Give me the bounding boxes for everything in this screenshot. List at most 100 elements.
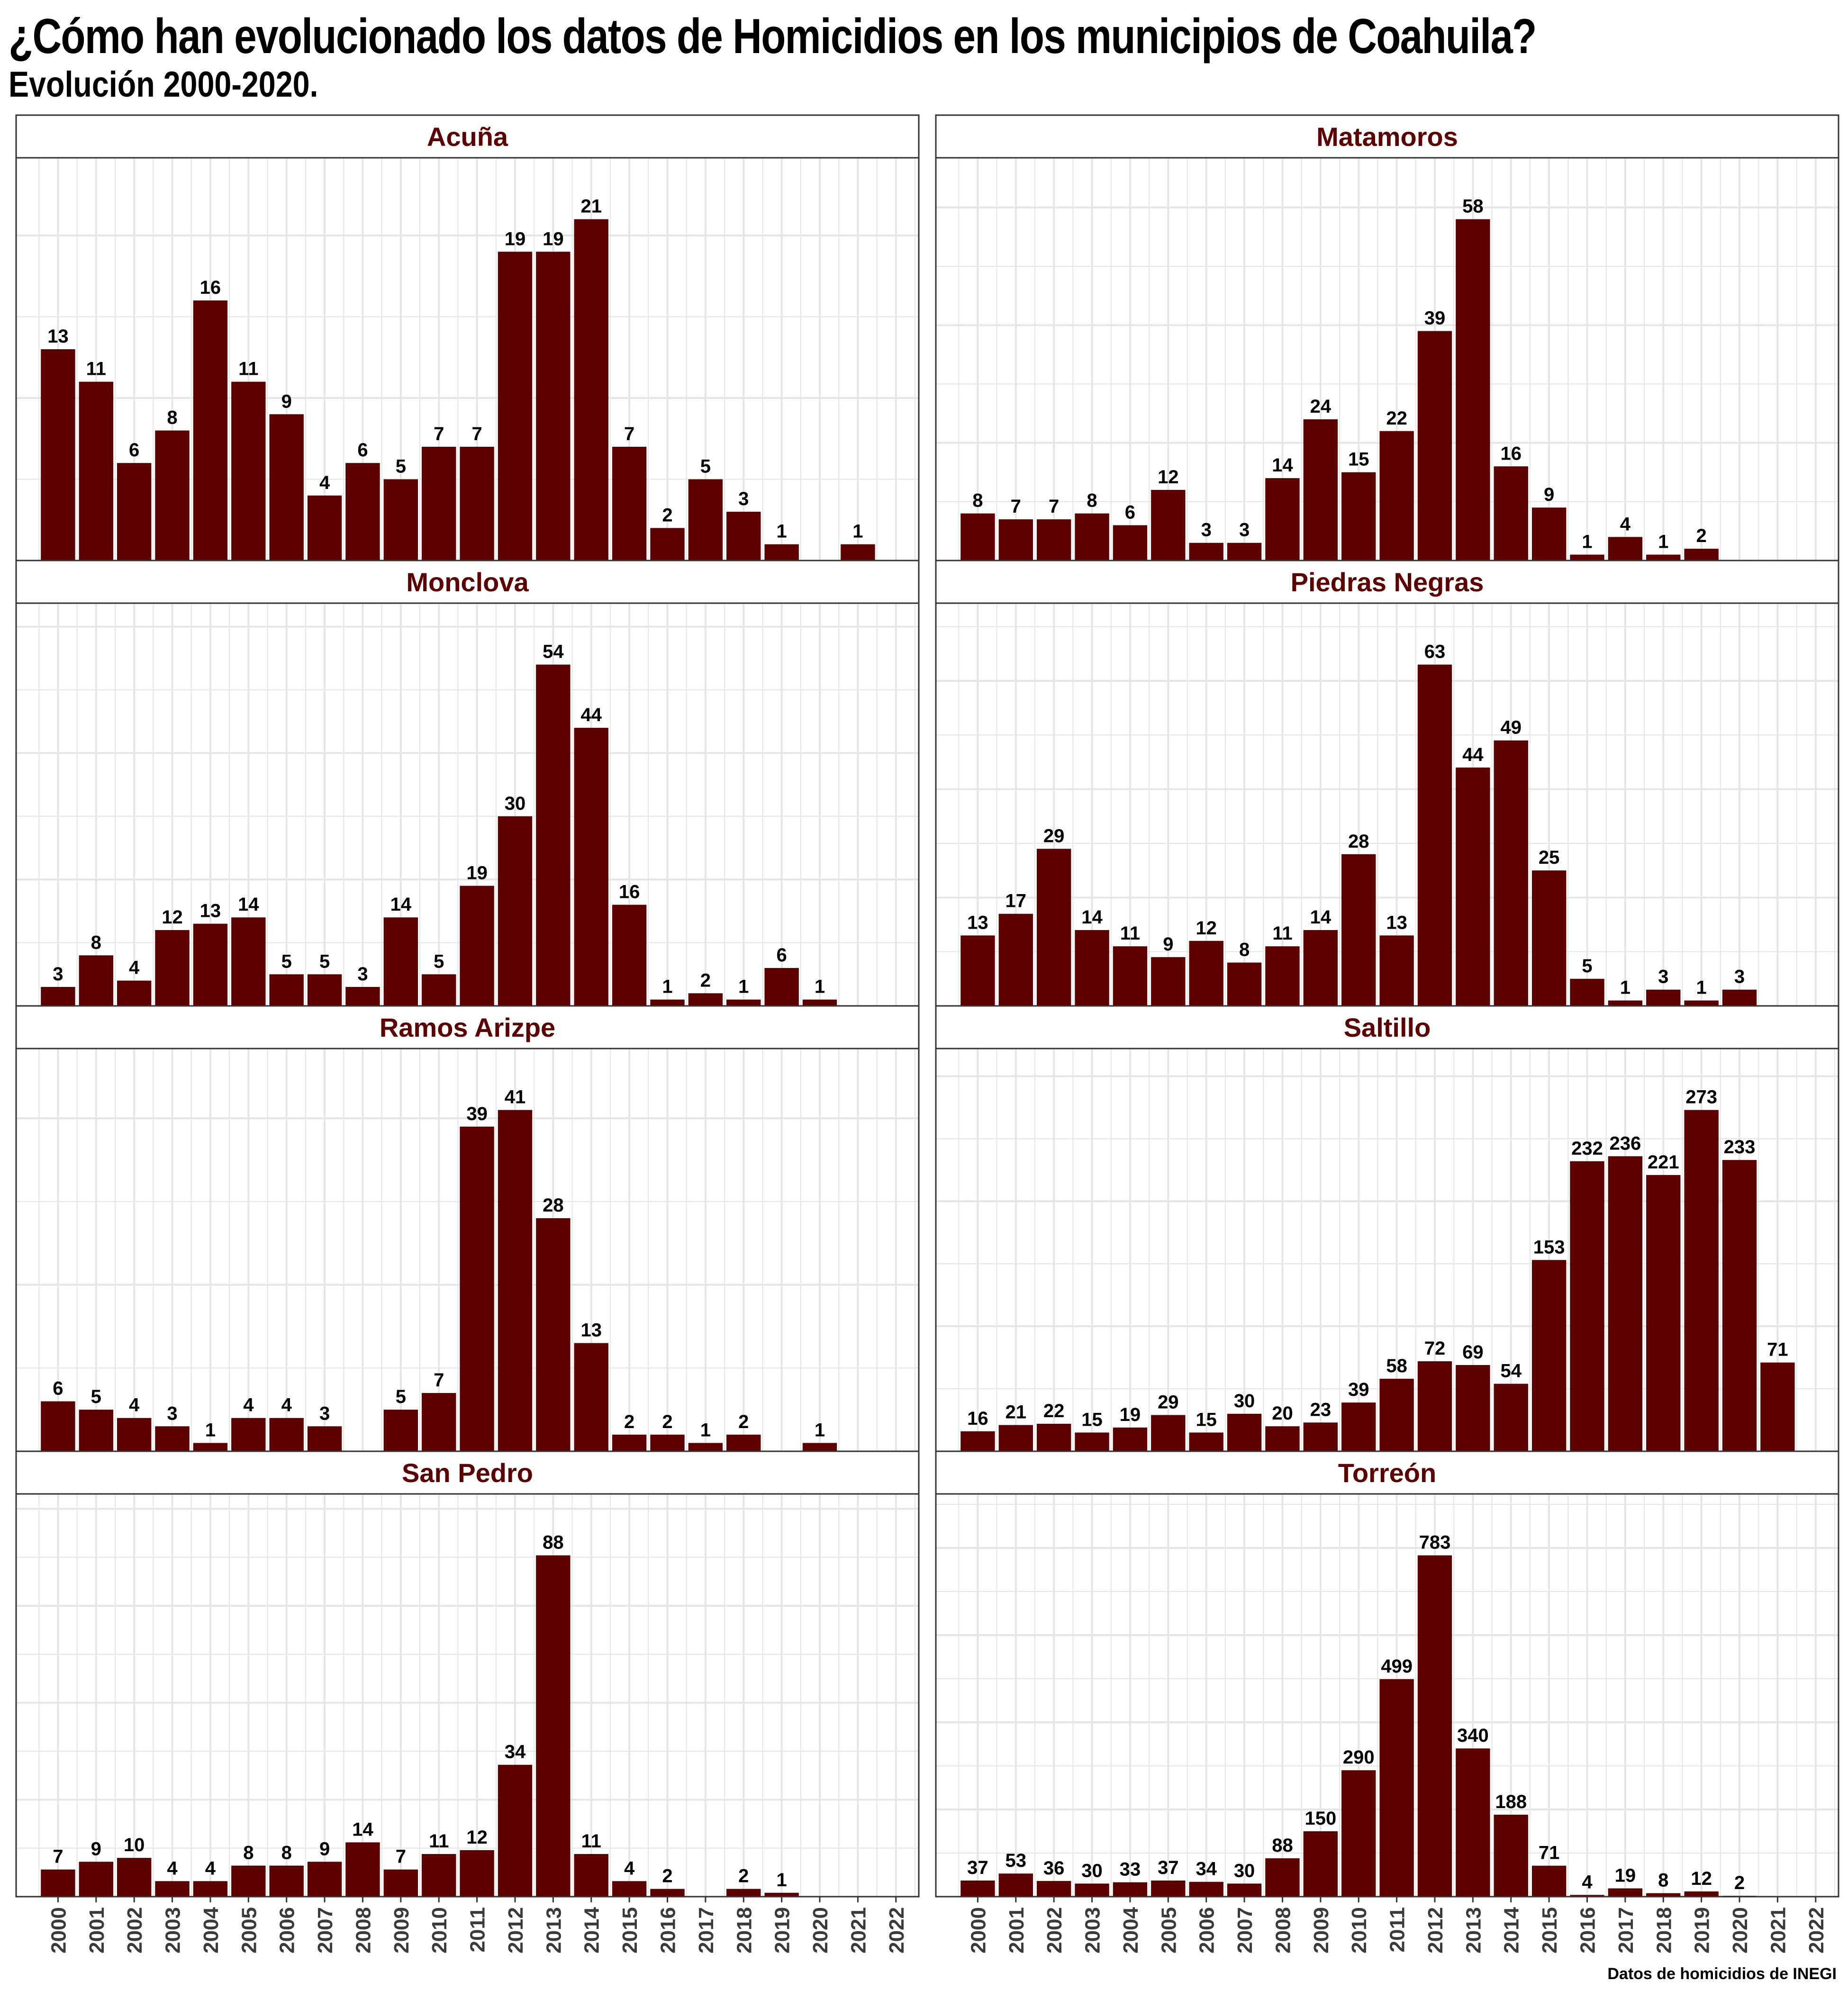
bar[interactable]: [688, 1443, 723, 1451]
bar[interactable]: [498, 816, 533, 1006]
bar[interactable]: [1646, 989, 1681, 1006]
bar[interactable]: [1303, 930, 1338, 1006]
bar[interactable]: [612, 1881, 647, 1897]
bar[interactable]: [117, 1858, 152, 1897]
bar[interactable]: [345, 1842, 380, 1897]
bar[interactable]: [998, 914, 1033, 1006]
bar[interactable]: [79, 1862, 113, 1897]
bar[interactable]: [726, 1434, 761, 1451]
bar[interactable]: [422, 974, 456, 1006]
bar[interactable]: [345, 986, 380, 1006]
bar[interactable]: [1379, 1378, 1414, 1451]
bar[interactable]: [1341, 472, 1376, 561]
bar[interactable]: [1265, 946, 1300, 1006]
bar[interactable]: [460, 886, 494, 1006]
bar[interactable]: [1760, 1362, 1795, 1451]
bar[interactable]: [1456, 1365, 1490, 1451]
bar[interactable]: [41, 986, 75, 1006]
bar[interactable]: [231, 917, 266, 1006]
bar[interactable]: [79, 381, 113, 561]
bar[interactable]: [460, 446, 494, 561]
bar[interactable]: [1113, 525, 1148, 561]
bar[interactable]: [1189, 543, 1223, 561]
bar[interactable]: [726, 512, 761, 561]
bar[interactable]: [117, 1418, 152, 1451]
bar[interactable]: [764, 1892, 799, 1897]
bar[interactable]: [1379, 431, 1414, 561]
bar[interactable]: [726, 1889, 761, 1897]
bar[interactable]: [1570, 1161, 1604, 1451]
bar[interactable]: [422, 1393, 456, 1451]
bar[interactable]: [960, 935, 995, 1006]
bar[interactable]: [1608, 1000, 1643, 1006]
bar[interactable]: [1341, 1770, 1376, 1897]
bar[interactable]: [1722, 989, 1757, 1006]
bar[interactable]: [1341, 1402, 1376, 1451]
bar[interactable]: [650, 999, 685, 1006]
bar[interactable]: [422, 446, 456, 561]
bar[interactable]: [117, 980, 152, 1006]
bar[interactable]: [460, 1126, 494, 1451]
bar[interactable]: [1075, 930, 1109, 1006]
bar[interactable]: [998, 519, 1033, 561]
bar[interactable]: [1608, 1888, 1643, 1897]
bar[interactable]: [1379, 935, 1414, 1006]
bar[interactable]: [498, 1110, 533, 1451]
bar[interactable]: [1417, 1361, 1452, 1451]
bar[interactable]: [998, 1425, 1033, 1451]
bar[interactable]: [536, 252, 571, 561]
bar[interactable]: [383, 917, 418, 1006]
bar[interactable]: [726, 999, 761, 1006]
bar[interactable]: [1417, 664, 1452, 1006]
bar[interactable]: [1227, 1413, 1262, 1451]
bar[interactable]: [1227, 543, 1262, 561]
bar[interactable]: [574, 1854, 608, 1897]
bar[interactable]: [1227, 1883, 1262, 1897]
bar[interactable]: [193, 300, 228, 561]
bar[interactable]: [307, 1862, 342, 1897]
bar[interactable]: [1151, 1880, 1186, 1897]
bar[interactable]: [193, 1443, 228, 1451]
bar[interactable]: [612, 905, 647, 1006]
bar[interactable]: [41, 349, 75, 561]
bar[interactable]: [1379, 1679, 1414, 1897]
bar[interactable]: [1189, 1881, 1223, 1897]
bar[interactable]: [960, 1431, 995, 1451]
bar[interactable]: [307, 495, 342, 561]
bar[interactable]: [1303, 419, 1338, 561]
bar[interactable]: [269, 1418, 304, 1451]
bar[interactable]: [802, 999, 837, 1006]
bar[interactable]: [650, 1889, 685, 1897]
bar[interactable]: [1608, 1156, 1643, 1451]
bar[interactable]: [1189, 941, 1223, 1006]
bar[interactable]: [1646, 1175, 1681, 1451]
bar[interactable]: [1227, 962, 1262, 1006]
bar[interactable]: [155, 930, 190, 1006]
bar[interactable]: [536, 664, 571, 1006]
bar[interactable]: [1494, 466, 1528, 561]
bar[interactable]: [1646, 554, 1681, 561]
bar[interactable]: [1570, 554, 1604, 561]
bar[interactable]: [1417, 331, 1452, 561]
bar[interactable]: [1456, 219, 1490, 561]
bar[interactable]: [383, 1869, 418, 1897]
bar[interactable]: [960, 1880, 995, 1897]
bar[interactable]: [155, 1426, 190, 1451]
bar[interactable]: [1265, 478, 1300, 561]
bar[interactable]: [383, 479, 418, 561]
bar[interactable]: [960, 513, 995, 561]
bar[interactable]: [536, 1555, 571, 1897]
bar[interactable]: [345, 463, 380, 561]
bar[interactable]: [764, 544, 799, 561]
bar[interactable]: [1075, 1432, 1109, 1451]
bar[interactable]: [688, 479, 723, 561]
bar[interactable]: [193, 1881, 228, 1897]
bar[interactable]: [1494, 740, 1528, 1006]
bar[interactable]: [1494, 1384, 1528, 1451]
bar[interactable]: [1151, 1415, 1186, 1451]
bar[interactable]: [41, 1401, 75, 1451]
bar[interactable]: [231, 381, 266, 561]
bar[interactable]: [1303, 1831, 1338, 1897]
bar[interactable]: [269, 414, 304, 561]
bar[interactable]: [612, 446, 647, 561]
